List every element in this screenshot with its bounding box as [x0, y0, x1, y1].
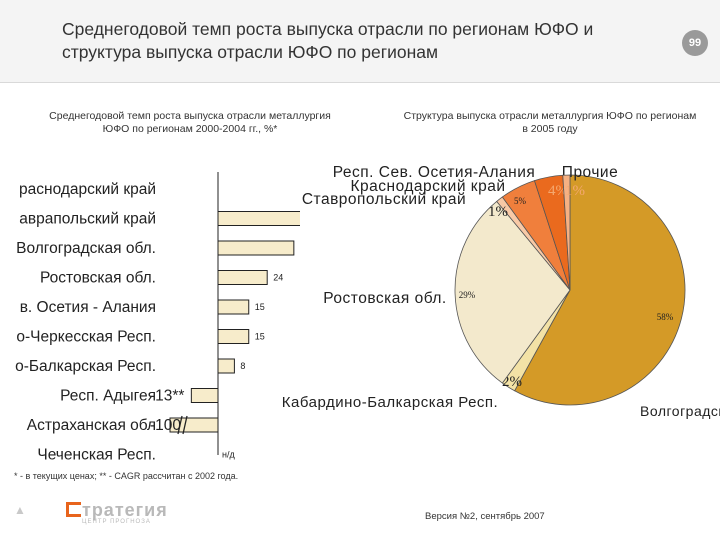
- company-logo: ▲ тратегия ЦЕНТР ПРОГНОЗА: [14, 500, 184, 528]
- bar-value-label: -100: [150, 417, 181, 434]
- bar-mark: [217, 211, 300, 226]
- bar-category-label: Респ. Адыгея: [60, 388, 156, 405]
- logo-word: тратегия: [82, 500, 168, 520]
- slide-header: Среднегодовой темп роста выпуска отрасли…: [0, 0, 720, 83]
- pie-value-label: 2%: [502, 374, 522, 390]
- axis-break-mark: [177, 415, 183, 435]
- bar-category-label: Волгоградская обл.: [16, 240, 156, 257]
- pie-value-label: 1%: [565, 183, 585, 199]
- logo-tagline: ЦЕНТР ПРОГНОЗА: [82, 519, 151, 525]
- pie-value-label: 58%: [657, 312, 674, 322]
- pie-chart: Волгоградская 58% Кабардино-Балкарская Рес…: [282, 164, 720, 419]
- bar-category-label: Астраханская обл: [27, 417, 156, 434]
- bar-category-label: о-Балкарская Респ.: [15, 358, 156, 375]
- bar-category-label: в. Осетия - Алания: [20, 299, 156, 316]
- pie-slice-label: Прочие: [562, 164, 618, 181]
- bar-mark: [190, 388, 219, 403]
- bar-mark: [217, 270, 268, 285]
- pie-chart-title: Структура выпуска отрасли металлургия ЮФ…: [403, 110, 697, 135]
- version-label: Версия №2, сентябрь 2007: [425, 511, 545, 522]
- pie-slice-label: Кабардино-Балкарская Респ.: [282, 394, 498, 411]
- pie-slice-label: Волгоградская: [640, 403, 720, 419]
- pie-slice: [562, 174, 571, 291]
- pie-value-label: 29%: [459, 290, 476, 300]
- bar-chart-title: Среднегодовой темп роста выпуска отрасли…: [49, 110, 331, 135]
- bar-value-label: 15: [255, 332, 265, 342]
- bar-category-label: о-Черкесская Респ.: [16, 329, 156, 346]
- bar-category-label: раснодарский край: [19, 181, 156, 198]
- axis-break-mark: [182, 415, 188, 435]
- bar-value-label: -13**: [150, 388, 184, 405]
- bar-mark: [217, 299, 250, 315]
- bar-mark: [217, 358, 235, 374]
- bar-value-label: н/д: [222, 450, 235, 460]
- pie-slice-label: Краснодарский край: [351, 178, 506, 195]
- bar-mark: [217, 240, 295, 256]
- bar-value-label: 15: [255, 302, 265, 312]
- logo-mark: ▲: [14, 503, 26, 517]
- pie-slice: [454, 200, 571, 384]
- bar-mark: [169, 417, 219, 433]
- pie-value-label: 1%: [488, 204, 508, 220]
- pie-slice-label: Ростовская обл.: [323, 290, 446, 307]
- bar-mark: [217, 329, 250, 344]
- pie-value-label: 5%: [514, 196, 527, 206]
- bar-category-label: аврапольский край: [19, 211, 156, 228]
- bar-category-label: Ростовская обл.: [40, 270, 156, 287]
- bar-value-label: 8: [240, 361, 245, 371]
- page-number-badge: 99: [682, 30, 708, 56]
- footnote: * - в текущих ценах; ** - CAGR рассчитан…: [14, 471, 239, 481]
- pie-slice-label: Ставропольский край: [302, 191, 466, 208]
- pie-value-label: 4%: [548, 183, 568, 199]
- logo-bracket: [66, 502, 81, 517]
- slide-title: Среднегодовой темп роста выпуска отрасли…: [62, 19, 594, 62]
- pie-slice: [514, 174, 686, 406]
- pie-slice-label: Респ. Сев. Осетия-Алания: [333, 164, 536, 181]
- bar-value-label: 24: [273, 273, 283, 283]
- bar-category-label: Чеченская Респ.: [37, 447, 156, 464]
